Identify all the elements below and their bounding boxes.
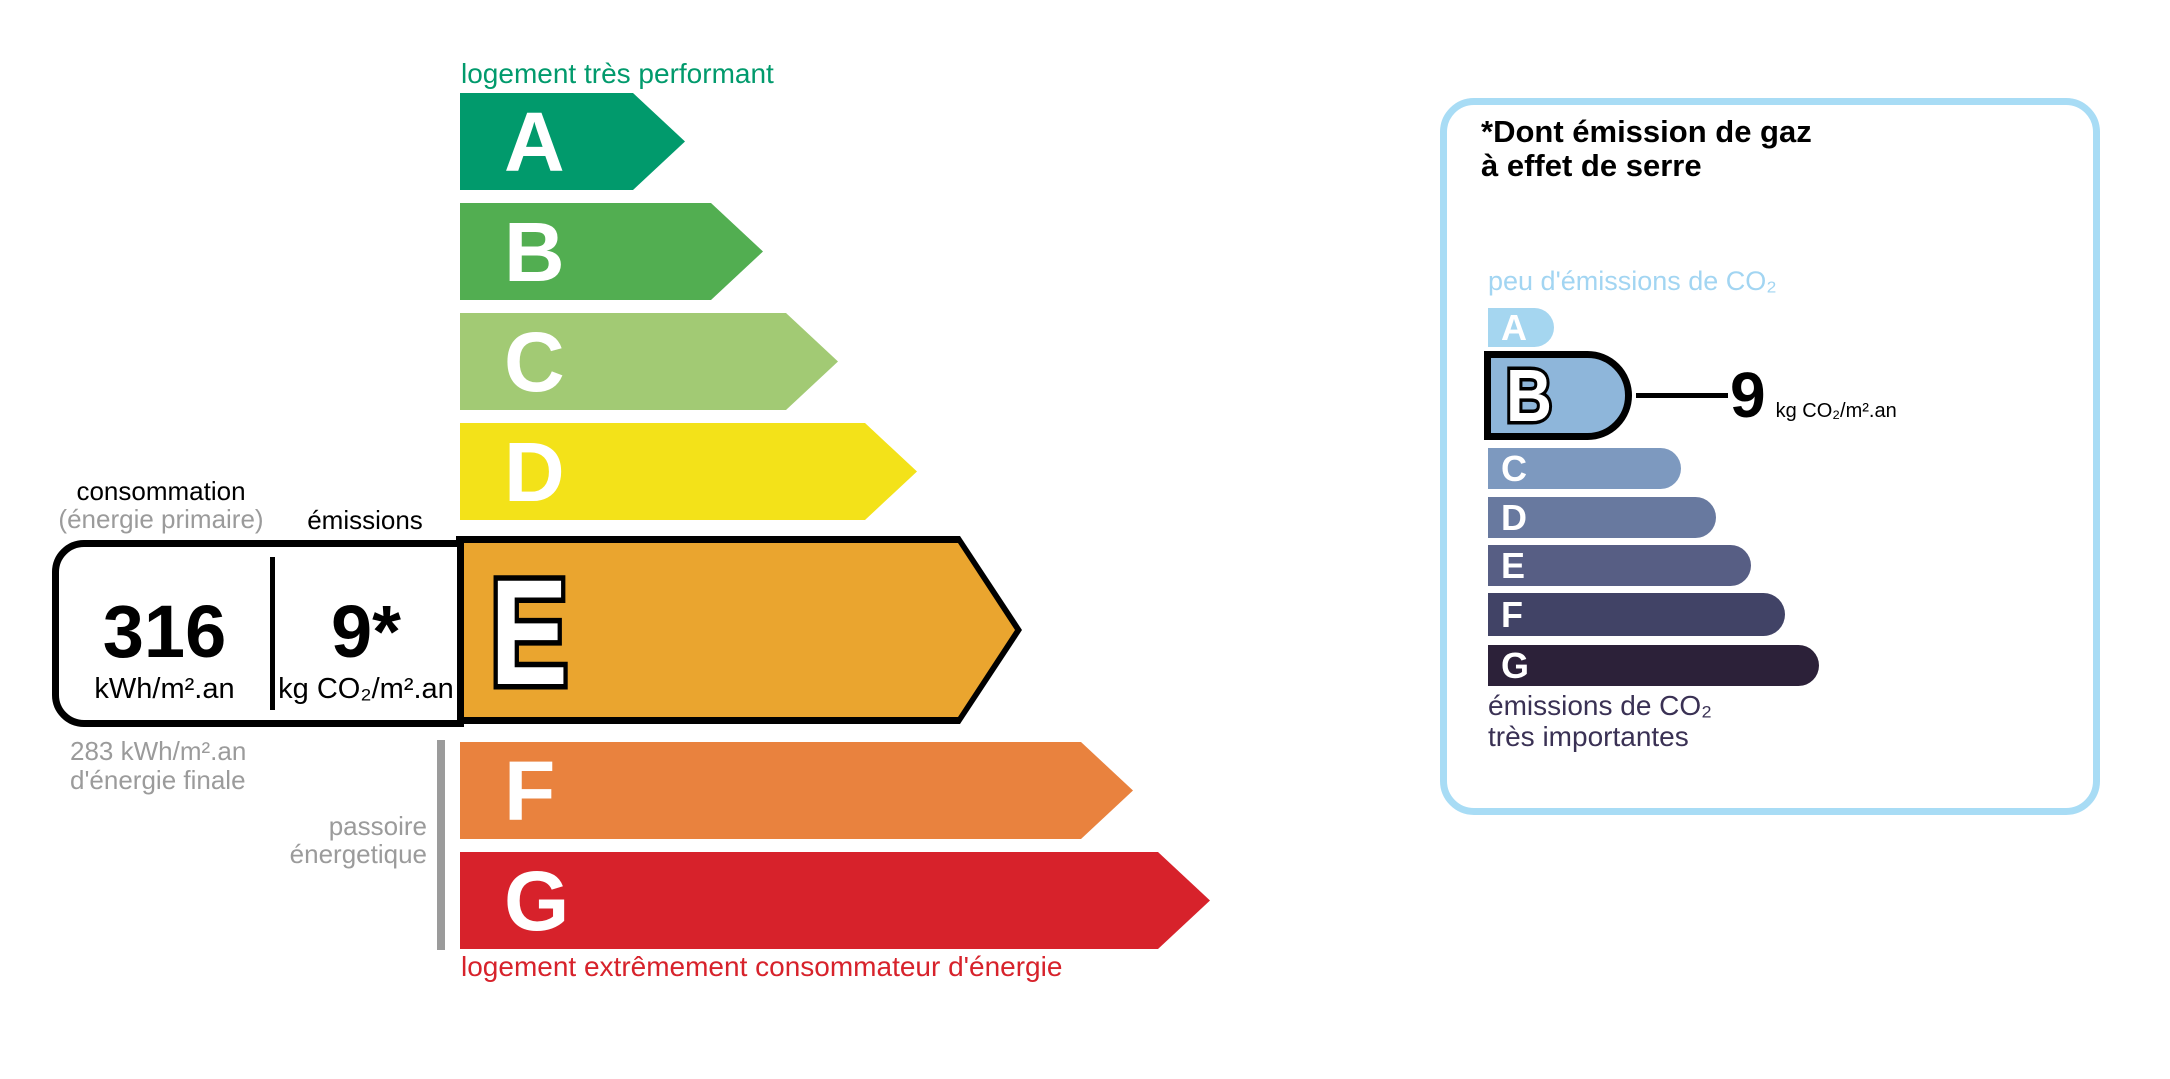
ges-low-emissions-note: peu d'émissions de CO₂ [1488,266,1777,296]
consumption-title: consommation [76,476,246,506]
energy-class-arrow-a: A [460,93,685,190]
energy-class-letter-e-outlined: E [480,546,610,714]
ges-value: 9 [1730,359,1766,431]
energy-class-arrow-c: C [460,313,838,410]
energy-class-arrow-g: G [460,852,1210,949]
consumption-column-header: consommation (énergie primaire) [52,477,270,533]
ges-title-line2: à effet de serre [1481,148,1702,183]
energy-class-arrow-f: F [460,742,1133,839]
consumption-unit: kWh/m².an [94,673,235,705]
ges-class-bar-b-selected: B [1484,351,1632,440]
final-energy-note: 283 kWh/m².an d'énergie finale [70,737,246,795]
emissions-value: 9* [331,590,401,673]
ges-class-letter-e: E [1501,544,1526,586]
energy-class-arrow-e-selected: E [456,536,1022,724]
ges-bottom-line1: émissions de CO₂ [1488,690,1713,721]
svg-text:B: B [1506,358,1552,433]
consumption-subtitle: (énergie primaire) [58,504,264,534]
ges-class-letter-a: A [1501,306,1527,348]
ges-class-bar-e: E [1488,545,1751,586]
emissions-column-header: émissions [307,505,423,535]
consumption-cell: 316 kWh/m².an [59,547,270,720]
ges-high-emissions-note: émissions de CO₂ très importantes [1488,690,1712,752]
ges-class-letter-d: D [1501,496,1527,538]
energy-class-letter-d: D [504,424,565,519]
final-energy-line2: d'énergie finale [70,765,246,795]
ges-class-bar-c: C [1488,448,1681,489]
ges-class-letter-g: G [1501,644,1530,686]
ges-class-bar-f: F [1488,593,1785,636]
energy-class-letter-f: F [504,743,556,838]
final-energy-line1: 283 kWh/m².an [70,736,247,766]
ges-value-connector-line [1636,393,1728,398]
ges-class-bar-d: D [1488,497,1716,538]
ges-bottom-line2: très importantes [1488,721,1689,752]
dpe-value-box: 316 kWh/m².an 9* kg CO₂/m².an [52,540,464,727]
energy-class-letter-g: G [504,853,570,948]
energy-class-letter-b: B [504,204,565,299]
energy-class-letter-a: A [504,94,565,189]
ges-title-line1: *Dont émission de gaz [1481,114,1812,149]
energy-class-arrow-e-fill [463,543,1015,717]
ges-value-unit: kg CO₂/m².an [1775,400,1897,422]
consumption-value: 316 [102,590,227,673]
bottom-consumption-note: logement extrêmement consommateur d'éner… [461,951,1063,982]
energy-sieve-label: passoire énergetique [170,812,427,868]
energy-sieve-bracket-bar [437,740,445,950]
energy-class-arrow-d: D [460,423,917,520]
energy-class-letter-c: C [504,314,565,409]
ges-class-bar-g: G [1488,645,1819,686]
svg-text:E: E [490,548,568,714]
ges-panel-title: *Dont émission de gaz à effet de serre [1481,115,1812,183]
ges-class-letter-c: C [1501,447,1527,489]
energy-class-arrow-b: B [460,203,763,300]
ges-class-bar-a: A [1488,308,1554,347]
ges-panel: *Dont émission de gaz à effet de serre p… [1440,98,2100,815]
value-box-divider [270,557,275,710]
emissions-unit: kg CO₂/m².an [278,673,454,705]
energy-sieve-line2: énergetique [289,839,427,869]
ges-class-letter-b-outlined: B [1503,358,1556,433]
energy-sieve-line1: passoire [328,811,427,841]
ges-class-letter-f: F [1501,593,1523,635]
ges-value-group: 9 kg CO₂/m².an [1730,363,1897,427]
top-performance-note: logement très performant [461,58,774,89]
emissions-cell: 9* kg CO₂/m².an [275,547,457,720]
